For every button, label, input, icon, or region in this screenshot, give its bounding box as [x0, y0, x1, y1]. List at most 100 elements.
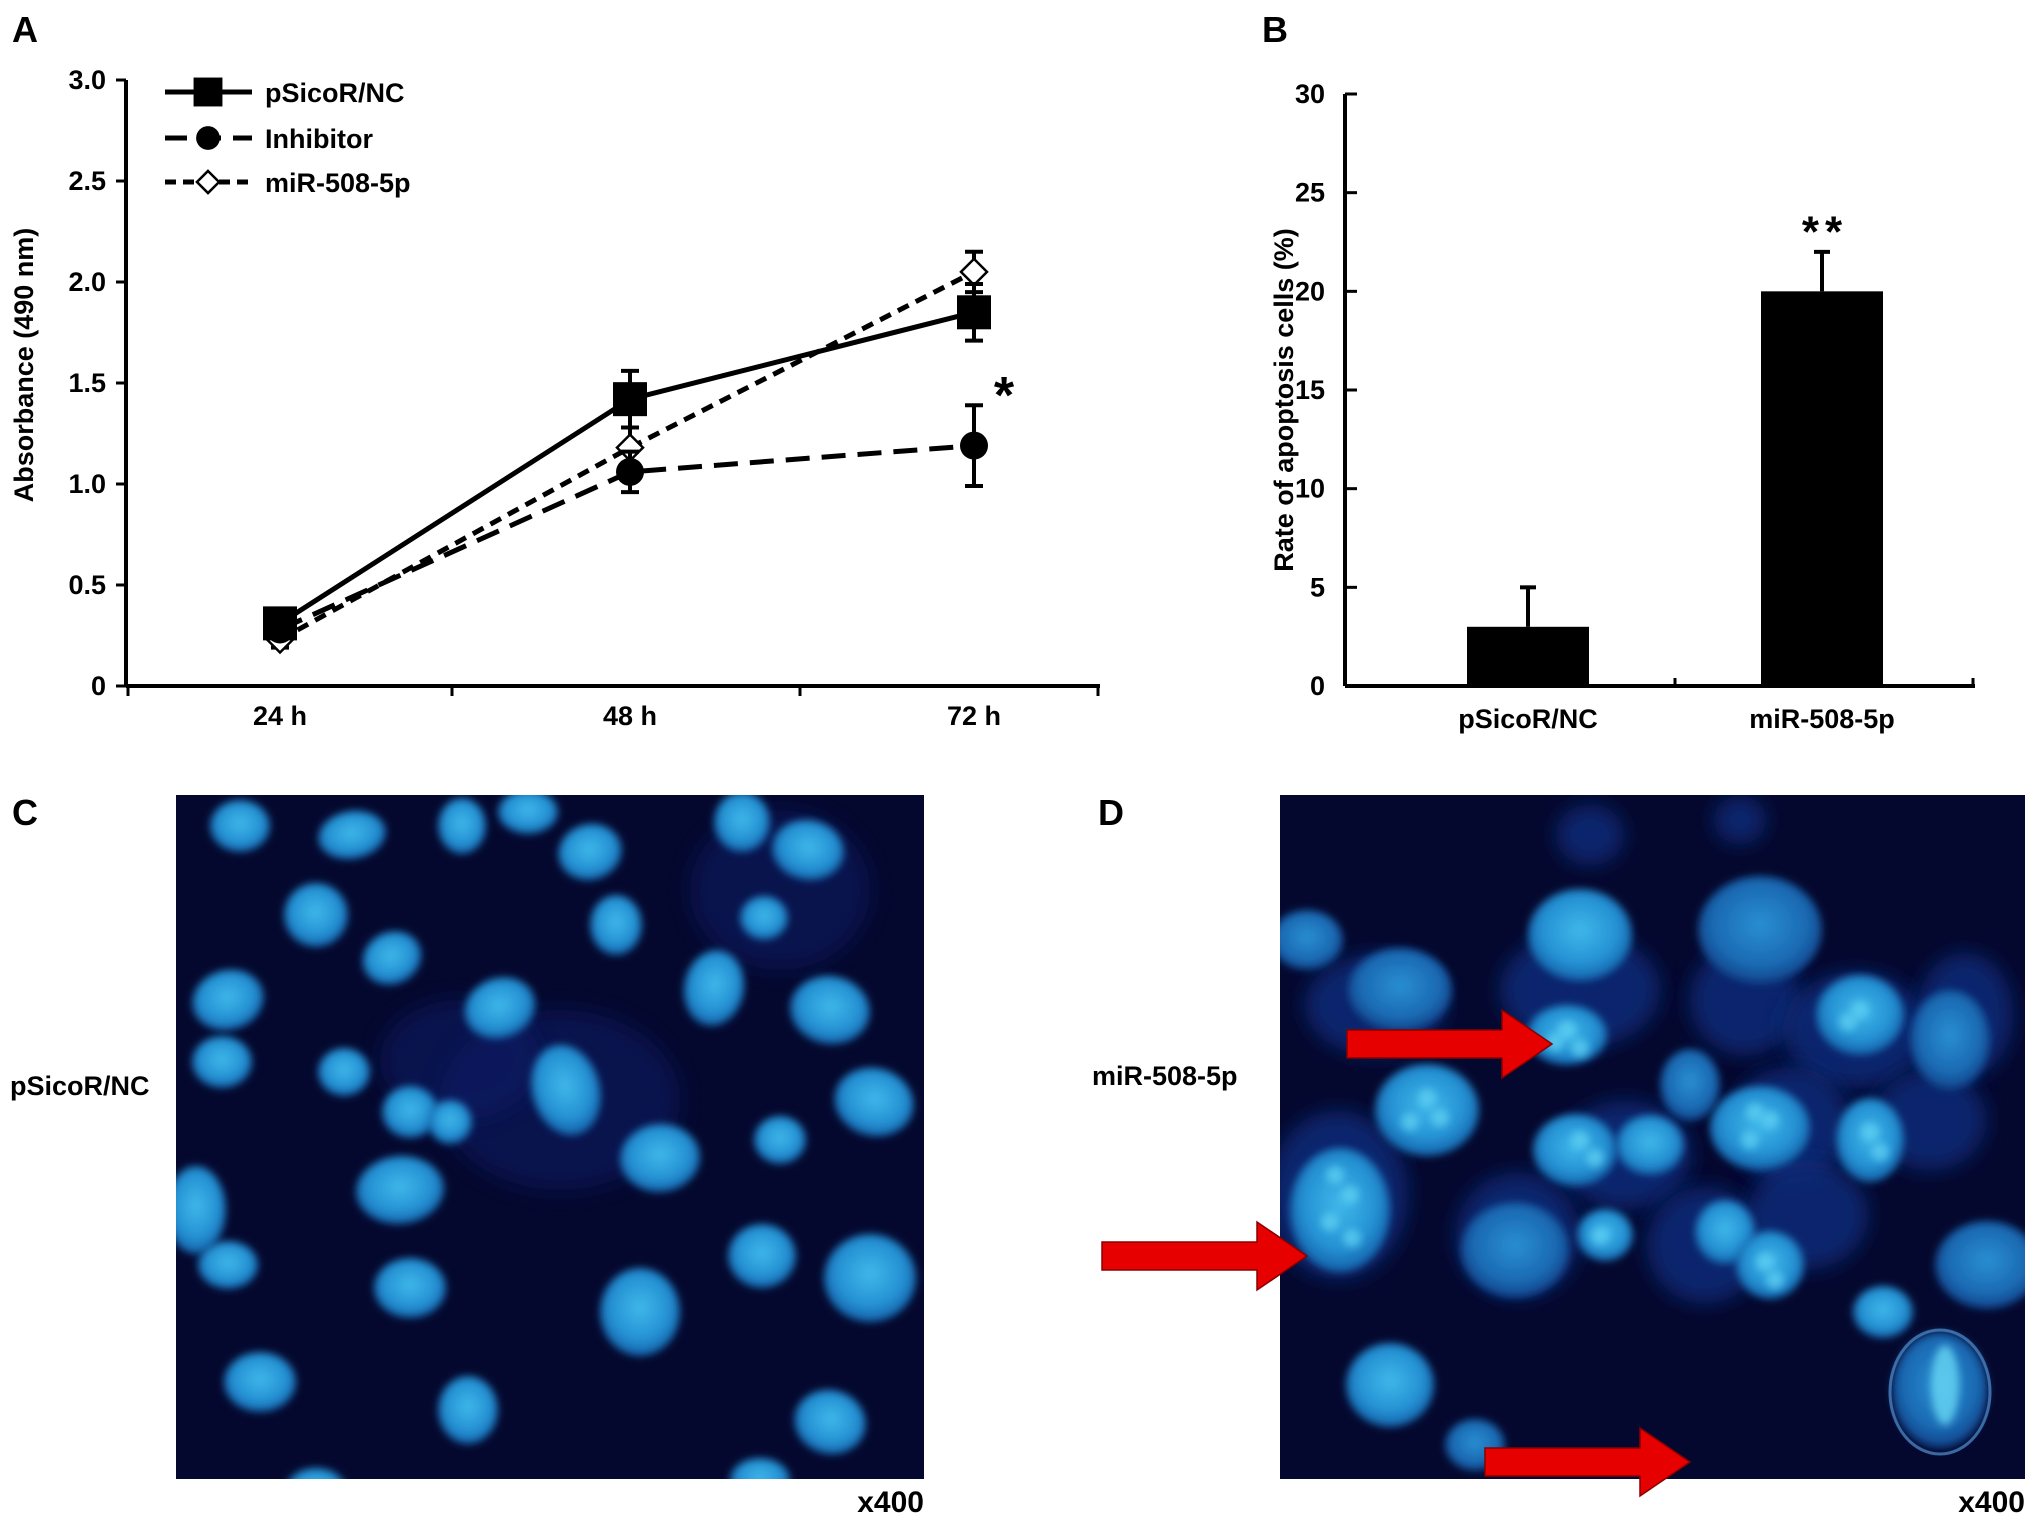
- chromatin-fragment: [1571, 1131, 1589, 1149]
- bar: [1467, 626, 1589, 686]
- nucleus: [176, 1166, 226, 1254]
- chart-a-y-tick-label: 2.0: [68, 267, 106, 297]
- nucleus: [1528, 889, 1632, 981]
- nucleus: [318, 810, 386, 860]
- micrograph-c-label: pSicoR/NC: [10, 1071, 150, 1101]
- nucleus: [192, 1036, 252, 1088]
- chart-b: 0 5 10 15 20 25 30 pSicoR/NC miR-508-5p Rate of …: [1269, 79, 1975, 734]
- red-arrow: [1346, 1008, 1554, 1080]
- chart-b-y-tick-label: 20: [1295, 276, 1325, 306]
- micrograph-c-nuclei: [176, 795, 916, 1479]
- chromatin-fragment: [1851, 1001, 1869, 1019]
- nucleus: [590, 895, 642, 955]
- nucleus: [754, 1116, 806, 1164]
- nucleus: [198, 1241, 258, 1289]
- chart-b-significance-mark: **: [1802, 207, 1848, 256]
- chart-b-y-tick-label: 5: [1310, 572, 1325, 602]
- micrograph-d-magnification: x400: [1958, 1486, 2025, 1519]
- nucleus: [1348, 948, 1452, 1032]
- chart-a-y-tick-label: 1.0: [68, 469, 106, 499]
- chromatin-fragment: [1431, 1109, 1449, 1127]
- chromatin-fragment: [1861, 1123, 1879, 1141]
- micrograph-d-arrows: [1101, 1008, 1692, 1498]
- nucleus: [600, 1268, 680, 1356]
- chromatin-fragment: [1546, 1033, 1564, 1051]
- chromatin-fragment: [1341, 1186, 1359, 1204]
- nucleus: [790, 975, 870, 1045]
- nucleus: [620, 1123, 700, 1193]
- chromatin-fragment: [1321, 1213, 1339, 1231]
- nucleus: [794, 1389, 866, 1455]
- chart-a-axes: 0 0.5 1.0 1.5 2.0 2.5 3.0 24 h 48 h 72 h: [68, 65, 1100, 731]
- chart-b-bars: [1467, 249, 1883, 686]
- nucleus: [1660, 1049, 1720, 1121]
- data-point: [957, 295, 991, 330]
- chart-b-x-tick-label: pSicoR/NC: [1458, 704, 1598, 734]
- panel-label-d: D: [1098, 792, 1124, 833]
- nucleus: [714, 795, 770, 852]
- micrograph-d-cells: [1280, 796, 2025, 1471]
- chart-a-y-tick-label: 2.5: [68, 166, 106, 196]
- chart-a-y-tick-label: 0: [91, 671, 106, 701]
- chart-b-x-tick-label: miR-508-5p: [1749, 704, 1895, 734]
- nucleus: [290, 1468, 342, 1479]
- nucleus: [531, 1044, 601, 1136]
- chromatin-fragment: [1766, 1271, 1784, 1289]
- nucleus: [1533, 1114, 1617, 1186]
- nucleus: [740, 896, 788, 940]
- chart-b-y-tick-label: 10: [1295, 474, 1325, 504]
- nucleus: [1710, 1086, 1810, 1170]
- nucleus: [210, 800, 270, 852]
- chromatin-fragment: [1418, 1089, 1436, 1107]
- chromatin-fragment: [1571, 1039, 1589, 1057]
- nucleus: [772, 819, 844, 881]
- nucleus: [730, 1458, 790, 1479]
- nucleus: [683, 950, 745, 1026]
- nucleus: [428, 1100, 472, 1144]
- chart-a-series: [263, 249, 991, 655]
- chart-a-y-tick-label: 3.0: [68, 65, 106, 95]
- nucleus: [1698, 876, 1822, 984]
- chart-a-y-axis-label: Absorbance (490 nm): [9, 228, 39, 503]
- chromatin-fragment: [1871, 1143, 1889, 1161]
- chart-b-y-tick-label: 0: [1310, 671, 1325, 701]
- red-arrow: [1101, 1220, 1309, 1292]
- nucleus: [1346, 1343, 1434, 1427]
- chromatin-fragment: [1756, 1253, 1774, 1271]
- chart-a-legend: pSicoR/NC Inhibitor miR-508-5p: [165, 77, 411, 198]
- bar: [1761, 291, 1883, 686]
- data-point: [960, 431, 988, 460]
- nucleus: [728, 1224, 796, 1288]
- nucleus: [192, 969, 264, 1031]
- data-point: [195, 169, 221, 195]
- legend-entry: pSicoR/NC: [265, 78, 405, 108]
- apoptotic-body: [1888, 1328, 1992, 1456]
- chart-a-x-tick-label: 24 h: [253, 701, 307, 731]
- chromatin-fragment: [1746, 1103, 1764, 1121]
- chart-b-y-tick-label: 25: [1295, 178, 1325, 208]
- nucleus: [284, 883, 348, 947]
- data-point: [193, 77, 223, 107]
- panel-label-a: A: [12, 9, 38, 50]
- chart-a-x-tick-label: 72 h: [947, 701, 1001, 731]
- chart-a: 0 0.5 1.0 1.5 2.0 2.5 3.0 24 h 48 h 72 h pSicoR/N…: [9, 65, 1100, 731]
- chart-b-y-axis-label: Rate of apoptosis cells (%): [1269, 228, 1299, 572]
- data-point: [196, 126, 220, 150]
- data-point: [616, 457, 644, 486]
- chart-a-y-tick-label: 1.5: [68, 368, 106, 398]
- nucleus: [374, 1258, 446, 1318]
- nucleus: [464, 977, 536, 1039]
- nucleus: [224, 1352, 296, 1412]
- chromatin-fragment: [1839, 1013, 1857, 1031]
- micrograph-d: [1280, 795, 2025, 1479]
- micrograph-c: [176, 795, 924, 1479]
- chromatin-fragment: [1586, 1149, 1604, 1167]
- chromatin-fragment: [1558, 1021, 1576, 1039]
- data-point: [263, 606, 297, 641]
- chromatin-fragment: [1741, 1131, 1759, 1149]
- chart-b-y-tick-label: 15: [1295, 375, 1325, 405]
- chromatin-fragment: [1401, 1113, 1419, 1131]
- nucleus: [1461, 1202, 1569, 1298]
- nucleus: [1695, 1200, 1755, 1264]
